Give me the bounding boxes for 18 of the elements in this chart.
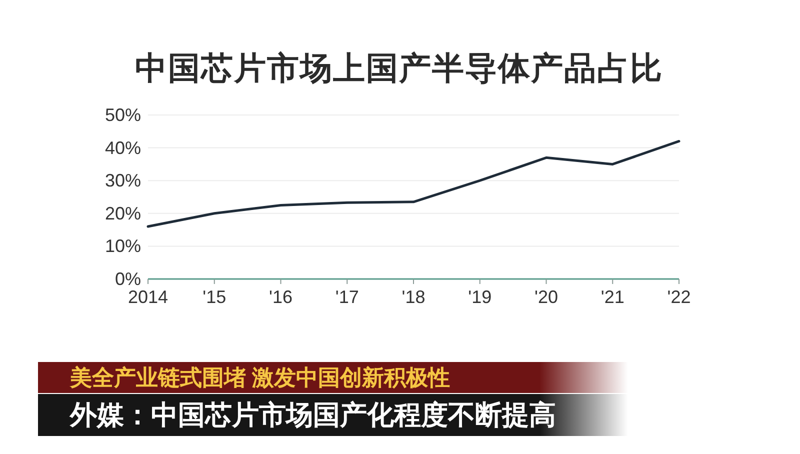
x-tick-label: '21 <box>600 287 624 307</box>
y-tick-label: 20% <box>104 203 141 224</box>
x-tick-label: '18 <box>402 287 426 307</box>
y-tick-label: 50% <box>104 105 141 125</box>
x-tick-label: 2014 <box>128 287 168 307</box>
x-tick-label: '16 <box>269 287 292 307</box>
x-tick-label: '22 <box>667 287 691 307</box>
y-tick-label: 0% <box>114 269 141 289</box>
chart-title: 中国芯片市场上国产半导体产品占比 <box>135 50 663 86</box>
text: 外媒：中国芯片市场国产化程度不断提高 <box>69 400 556 430</box>
text: 美全产业链式围堵 激发中国创新积极性 <box>69 365 450 390</box>
x-tick-label: '17 <box>335 287 359 307</box>
x-tick-label: '15 <box>202 287 226 307</box>
y-tick-label: 30% <box>104 170 141 191</box>
x-tick-label: '20 <box>534 287 558 307</box>
y-tick-label: 40% <box>104 138 141 158</box>
x-tick-label: '19 <box>468 287 492 307</box>
y-tick-label: 10% <box>104 236 141 256</box>
